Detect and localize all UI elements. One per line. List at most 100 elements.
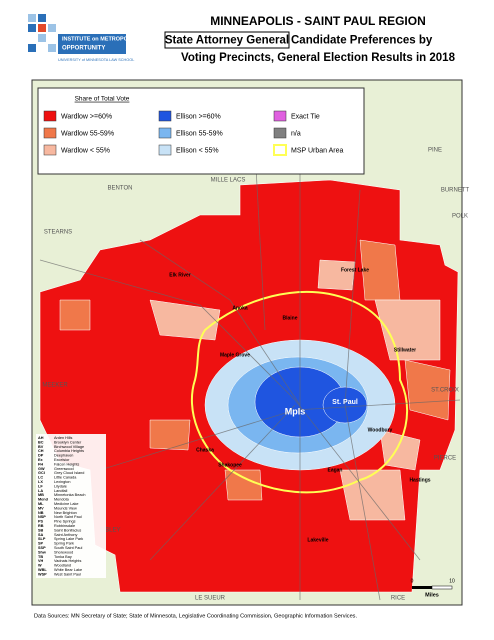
abbr-name: West Saint Paul	[54, 572, 81, 576]
legend-label: Ellison >=60%	[176, 113, 221, 120]
abbr-name: Tonka Bay	[54, 555, 72, 559]
abbr-name: Shorewood	[54, 550, 73, 554]
abbr-code: LF	[38, 484, 43, 488]
abbr-name: Birchwood Village	[54, 445, 84, 449]
city-label: Mpls	[285, 406, 306, 416]
abbr-name: Brooklyn Center	[54, 440, 82, 444]
legend-swatch	[43, 127, 57, 139]
abbr-code: WSP	[38, 572, 47, 576]
county-label: ST.CROIX	[431, 388, 459, 394]
abbr-code: FH	[38, 462, 43, 466]
county-label: STEARNS	[44, 230, 72, 236]
map-border	[31, 79, 463, 606]
county-label: SIBLEY	[99, 528, 120, 534]
city-label: St. Paul	[332, 399, 358, 406]
abbr-name: Columbia Heights	[54, 449, 84, 453]
abbr-name: Minnetonka Beach	[54, 493, 85, 497]
legend-label: Wardlow 55-59%	[61, 130, 114, 137]
abbr-name: Lexington	[54, 480, 70, 484]
abbr-code: SA	[38, 533, 44, 537]
abbr-code: WBL	[38, 568, 47, 572]
logo-text: UNIVERSITY of MINNESOTA LAW SCHOOL	[58, 58, 134, 62]
abbr-code: LX	[38, 480, 43, 484]
title: MINNEAPOLIS - SAINT PAUL REGION	[210, 14, 426, 28]
subtitle: Voting Precincts, General Election Resul…	[181, 52, 456, 64]
legend-swatch	[158, 110, 172, 122]
abbr-code: SB	[38, 528, 44, 532]
county-label: BENTON	[108, 186, 133, 192]
logo-mark	[28, 14, 126, 54]
legend-swatch	[273, 110, 287, 122]
abbr-code: LC	[38, 476, 43, 480]
abbr-name: Pine Springs	[54, 520, 76, 524]
logo-text: OPPORTUNITY	[62, 46, 105, 52]
office: State Attorney General	[165, 35, 289, 47]
county-label: PINE	[428, 148, 442, 154]
abbr-name: Mounds View	[54, 506, 77, 510]
city-label: Woodbury	[368, 427, 393, 433]
county-label: PIERCE	[434, 456, 456, 462]
abbr-name: Landfall	[54, 489, 67, 493]
road	[139, 239, 301, 406]
abbr-code: NSP	[38, 515, 46, 519]
legend-swatch	[158, 144, 172, 156]
legend-swatch	[273, 127, 287, 139]
scale-bar	[431, 585, 453, 590]
abbr-name: New Brighton	[54, 511, 77, 515]
precinct-area	[339, 469, 406, 521]
office-box	[164, 31, 290, 49]
abbr-code: ML	[38, 502, 44, 506]
legend-swatch	[273, 144, 287, 156]
abbr-code: PS	[38, 520, 44, 524]
abbr-code: TB	[38, 555, 43, 559]
abbr-code: RB	[38, 524, 44, 528]
precinct-area	[317, 259, 356, 291]
precinct-area	[149, 419, 191, 451]
abbr-code: Ex	[38, 458, 44, 462]
abbr-code: MV	[38, 506, 44, 510]
legend-swatch	[158, 127, 172, 139]
abbr-code: AH	[38, 436, 44, 440]
scale-unit: Miles	[425, 592, 439, 598]
abbr-name: White Bear Lake	[54, 568, 82, 572]
abbr-name: Deephaven	[54, 454, 73, 458]
city-label: Elk River	[169, 272, 190, 278]
legend-swatch	[43, 110, 57, 122]
legend-label: Wardlow < 55%	[61, 147, 110, 154]
scale-bar	[412, 586, 432, 589]
abbr-code: Mend	[38, 498, 49, 502]
abbr-name: Excelsior	[54, 458, 70, 462]
abbr-name: Saint Anthony	[54, 533, 78, 537]
subtitle: Candidate Preferences by	[291, 35, 433, 47]
city-label: Blaine	[282, 315, 297, 321]
road	[39, 259, 421, 561]
legend-label: Wardlow >=60%	[61, 113, 112, 120]
abbr-code: BV	[38, 445, 44, 449]
county-label: MILLE LACS	[211, 178, 246, 184]
county-label: POLK	[452, 214, 468, 220]
abbr-code: W	[38, 564, 42, 568]
abbr-code: NB	[38, 511, 44, 515]
city-label: Chaska	[196, 447, 214, 453]
abbr-name: Little Canada	[54, 476, 77, 480]
county-label: MEEKER	[42, 383, 68, 389]
abbr-code: LA	[38, 489, 43, 493]
abbr-code: SP	[38, 542, 44, 546]
precinct-area	[149, 299, 221, 341]
abbr-name: Grey Cloud Island	[54, 471, 84, 475]
legend-label: Ellison 55-59%	[176, 130, 223, 137]
abbr-code: SLP	[38, 537, 46, 541]
city-label: Hastings	[409, 477, 430, 483]
precinct-area	[404, 359, 451, 421]
city-label: Anoka	[232, 305, 248, 311]
county-label: RICE	[391, 596, 405, 602]
road	[344, 189, 381, 601]
road	[99, 399, 461, 471]
abbr-code: GCI	[38, 471, 45, 475]
city-label: Lakeville	[307, 537, 328, 543]
scale-tick: 10	[449, 578, 455, 584]
legend-box	[37, 87, 365, 175]
abbreviation-box	[36, 434, 106, 578]
